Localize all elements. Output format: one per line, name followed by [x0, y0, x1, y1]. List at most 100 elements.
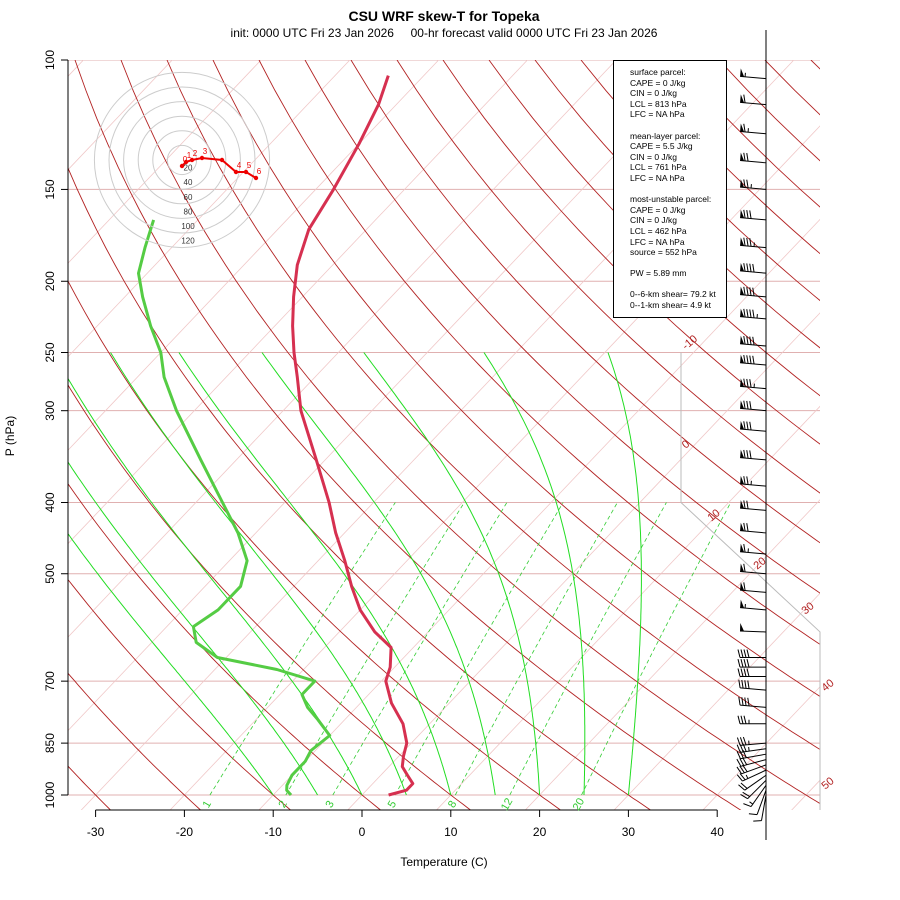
dry-adiabat — [258, 60, 820, 645]
barb-full — [749, 336, 752, 345]
barb-full — [746, 659, 750, 668]
hodograph-ring-label: 120 — [181, 237, 195, 246]
dry-adiabat — [74, 60, 742, 810]
barb-full — [740, 649, 744, 658]
mixing-ratio-line — [332, 502, 508, 796]
barb-staff — [740, 186, 767, 190]
stats-line: CAPE = 5.5 J/kg — [630, 141, 693, 152]
isotherm-label: -10 — [680, 333, 700, 352]
mixing-ratio-label: 5 — [386, 799, 399, 810]
dry-adiabat — [68, 166, 652, 810]
hodograph-point — [219, 157, 225, 163]
dry-adiabat — [764, 60, 820, 116]
wind-barb — [740, 378, 767, 390]
barb-full — [746, 500, 749, 509]
barb-full — [743, 354, 746, 364]
barb-full — [738, 696, 741, 706]
barb-full — [742, 757, 748, 766]
barb-full — [743, 152, 746, 162]
barb-full — [752, 355, 755, 365]
isotherm-grid-line — [68, 60, 439, 451]
barb-full — [743, 715, 747, 724]
x-axis-label: Temperature (C) — [400, 855, 487, 869]
stats-line: LFC = NA hPa — [630, 236, 685, 247]
barb-staff — [740, 270, 767, 274]
isotherm-grid-line — [702, 686, 820, 810]
x-tick-label: 20 — [533, 825, 547, 839]
stats-line: CAPE = 0 J/kg — [630, 204, 686, 215]
wind-barb — [740, 522, 767, 534]
wind-barb — [739, 623, 767, 633]
isotherm-grid-line — [68, 60, 173, 171]
isotherm-grid-line — [169, 125, 820, 810]
wind-barb — [740, 94, 767, 106]
barb-full — [738, 784, 746, 791]
barb-full — [743, 582, 746, 591]
dry-adiabat — [442, 60, 820, 445]
hodograph: 20 40 60 80 100 120 0 1 2 3 4 56 — [93, 71, 271, 249]
mixing-ratio-line — [394, 502, 564, 796]
isotherm-grid-line — [68, 60, 262, 264]
barb-full — [743, 237, 746, 246]
barb-staff — [740, 570, 767, 575]
barb-full — [743, 500, 746, 509]
stats-line: LFC = NA hPa — [630, 172, 685, 183]
barb-full — [741, 679, 744, 689]
wind-barb — [740, 400, 767, 412]
wind-barb — [740, 335, 767, 347]
isotherm-grid-line — [68, 60, 706, 732]
isotherm-grid-line — [791, 779, 820, 810]
barb-full — [749, 355, 752, 364]
mixing-ratio-label: 8 — [446, 799, 459, 810]
barb-full — [743, 563, 746, 572]
hodograph-point — [179, 163, 185, 169]
barb-staff — [741, 764, 767, 775]
barb-full — [749, 238, 752, 247]
barb-flag — [740, 237, 745, 246]
barb-full — [749, 379, 752, 388]
barb-full — [746, 400, 749, 410]
y-tick-label: 850 — [43, 733, 57, 753]
barb-flag — [740, 421, 745, 430]
stats-line: LFC = NA hPa — [630, 109, 685, 120]
wind-barb — [736, 757, 767, 767]
stats-line: CIN = 0 J/kg — [630, 215, 678, 226]
barb-staff — [740, 507, 767, 511]
barb-flag — [740, 286, 745, 295]
isotherm-label: 50 — [820, 775, 837, 792]
barb-staff — [740, 75, 767, 80]
barb-half — [748, 747, 750, 752]
barb-full — [743, 476, 746, 485]
wind-barb — [740, 500, 767, 511]
barb-flag — [740, 400, 745, 409]
dry-adiabat — [304, 60, 820, 594]
barb-staff — [740, 551, 767, 555]
hodograph-ring-label: 80 — [184, 207, 193, 216]
wind-barb — [743, 784, 767, 808]
y-tick-label: 200 — [43, 271, 57, 291]
moist-adiabat — [68, 377, 363, 796]
stats-gap — [630, 279, 726, 290]
barb-flag — [740, 262, 745, 272]
barb-staff — [740, 607, 767, 611]
isotherm-grid-line — [347, 312, 820, 810]
wind-barb — [740, 123, 767, 135]
barb-full — [746, 309, 749, 318]
barb-full — [740, 668, 744, 677]
barb-full — [748, 813, 758, 816]
barb-full — [737, 715, 741, 724]
barb-staff — [740, 244, 767, 249]
barb-staff — [742, 769, 767, 782]
barb-flag — [740, 378, 745, 387]
dry-adiabat — [68, 280, 562, 810]
barb-full — [746, 153, 749, 162]
barb-flag — [740, 522, 745, 532]
y-tick-label: 250 — [43, 342, 57, 362]
isotherm-grid-line — [524, 499, 820, 810]
isotherm-grid-line — [68, 60, 351, 358]
barb-flag — [740, 623, 745, 632]
wind-barbs — [736, 30, 767, 840]
chart-title: CSU WRF skew-T for Topeka — [348, 8, 539, 24]
